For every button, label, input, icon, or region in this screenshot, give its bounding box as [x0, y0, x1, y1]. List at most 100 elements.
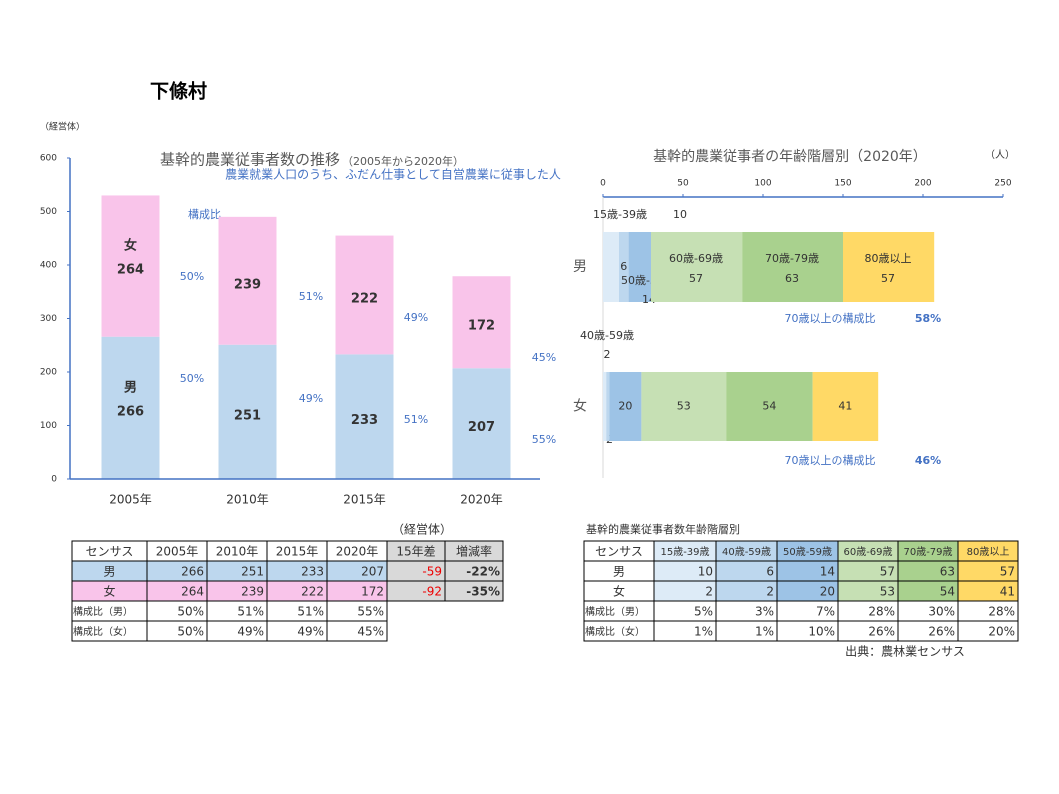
segment-name: 80歳以上 [865, 252, 912, 265]
table-title: 基幹的農業従事者数年齢階層別 [586, 522, 740, 536]
table-cell-text: 239 [241, 585, 264, 599]
bar-segment [101, 336, 160, 479]
table-cell-text: 30% [928, 605, 955, 619]
table-header: 増減率 [456, 544, 492, 559]
share-label: 55% [532, 433, 556, 446]
bar-segment [726, 372, 813, 441]
table-header: 40歳-59歳 [722, 546, 771, 558]
table-cell-text: -59 [422, 565, 442, 579]
table-cell-text: 50% [177, 605, 204, 619]
bar-segment [606, 372, 610, 441]
table-cell-text: 41 [1000, 585, 1015, 599]
page-title: 下條村 [150, 80, 207, 103]
source: 出典：農林業センサス [845, 645, 965, 659]
share-title: 構成比 [188, 208, 221, 221]
table-cell-text: 20 [820, 585, 835, 599]
table-cell-text: 10% [808, 625, 835, 639]
table-cell-text: 5% [694, 605, 713, 619]
data-label: 207 [468, 420, 495, 435]
table-unit: （経営体） [392, 523, 452, 537]
table-cell-text: 1% [755, 625, 774, 639]
table-header: 2015年 [276, 545, 319, 559]
x-tick-label: 2015年 [343, 493, 386, 507]
table-cell-text: 10 [698, 565, 713, 579]
data-label: 172 [468, 319, 495, 334]
table-cell-text: 7% [816, 605, 835, 619]
table-header: センサス [86, 545, 134, 559]
bar-segment [843, 232, 935, 302]
table-cell-text: 28% [868, 605, 895, 619]
table-cell-text: 51% [237, 605, 264, 619]
table-cell [326, 620, 388, 642]
bar-segment [641, 372, 727, 441]
table-cell-text: 172 [361, 585, 384, 599]
data-label: 63 [785, 272, 799, 285]
share-label: 51% [404, 413, 428, 426]
y-tick-label: 600 [40, 154, 57, 164]
table-cell-text: 45% [357, 625, 384, 639]
table-cell-text: 233 [301, 565, 324, 579]
x-tick-label: 150 [834, 179, 851, 189]
table-cell [957, 620, 1019, 642]
share-label: 50% [180, 270, 204, 283]
table-cell-text: 構成比（男） [73, 605, 133, 618]
unit-label: （人） [985, 149, 1015, 161]
x-tick-label: 2010年 [226, 493, 269, 507]
bar-segment [619, 232, 629, 302]
table-cell-text: 57 [880, 565, 895, 579]
table-header: 70歳-79歳 [903, 546, 952, 558]
table-cell-text: 2 [705, 585, 713, 599]
table-header: 15年差 [396, 545, 435, 559]
table-cell-text: 222 [301, 585, 324, 599]
table-header: 15歳-39歳 [660, 546, 709, 558]
segment-name: 15歳-39歳 [593, 208, 647, 221]
x-tick-label: 200 [914, 179, 931, 189]
table-cell-text: 51% [297, 605, 324, 619]
segment-name: 60歳-69歳 [669, 252, 723, 265]
data-label: 57 [881, 272, 895, 285]
table-header: センサス [595, 545, 643, 559]
table-cell-text: 構成比（女） [73, 625, 133, 638]
bar-segment [335, 235, 394, 355]
table-cell-text: 251 [241, 565, 264, 579]
x-tick-label: 250 [994, 179, 1011, 189]
segment-name: 女 [124, 238, 137, 254]
segment-name: 男 [124, 380, 137, 395]
table-cell-text: 207 [361, 565, 384, 579]
table-cell-text: 26% [928, 625, 955, 639]
y-axis-label: （経営体） [40, 121, 85, 133]
table-cell-text: 3% [755, 605, 774, 619]
table-cell-text: 50% [177, 625, 204, 639]
data-label: 6 [620, 260, 627, 273]
bar-segment [628, 232, 651, 302]
table-cell-text: 女 [103, 584, 115, 599]
table-cell-text: -22% [466, 565, 500, 579]
category-label: 男 [573, 259, 587, 275]
table-header: 60歳-69歳 [843, 546, 892, 558]
table-header: 50歳-59歳 [783, 546, 832, 558]
bar-segment [452, 368, 511, 479]
y-tick-label: 0 [51, 475, 57, 485]
table-cell-text: 26% [868, 625, 895, 639]
share-label: 45% [532, 351, 556, 364]
table-cell-text: 53 [880, 585, 895, 599]
bar-segment [335, 354, 394, 479]
share-label: 49% [404, 311, 428, 324]
category-label: 女 [573, 398, 587, 415]
chart-subtitle: （2005年から2020年） [342, 154, 464, 168]
data-label: 266 [117, 404, 144, 419]
table-cell-text: 1% [694, 625, 713, 639]
ratio-label: 46% [915, 454, 941, 467]
data-label: 53 [677, 400, 691, 413]
ratio-label: 58% [915, 312, 941, 325]
data-label: 20 [618, 400, 632, 413]
bar-segment [101, 195, 160, 337]
table-cell-text: 54 [940, 585, 955, 599]
y-tick-label: 200 [40, 368, 57, 378]
bar-segment [603, 232, 619, 302]
bar-segment [218, 344, 277, 479]
table-cell-text: 男 [613, 565, 625, 579]
bar-segment [452, 276, 511, 369]
